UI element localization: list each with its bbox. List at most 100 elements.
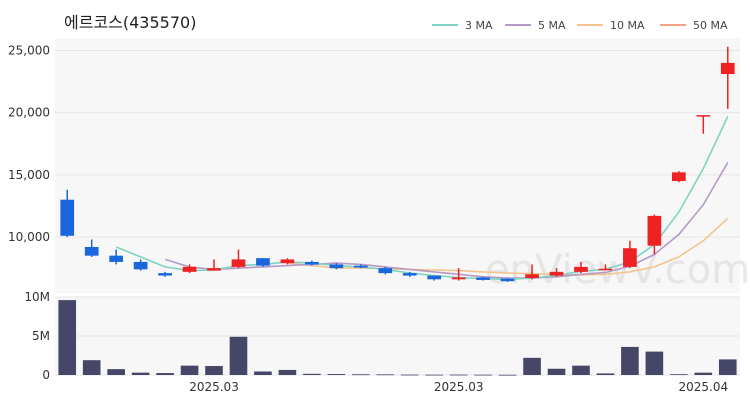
candle bbox=[133, 259, 148, 271]
volume-bar bbox=[327, 374, 346, 375]
candle bbox=[500, 278, 515, 282]
candle-body bbox=[182, 266, 197, 272]
candle bbox=[623, 240, 637, 269]
candle-body bbox=[720, 62, 735, 75]
legend-label-50ma: 50 MA bbox=[693, 19, 728, 32]
candle bbox=[671, 171, 686, 183]
candle-body bbox=[696, 115, 711, 117]
volume-bar bbox=[229, 336, 248, 375]
candle-body bbox=[256, 258, 270, 266]
candle bbox=[378, 266, 393, 275]
price-tick-label: 15,000 bbox=[8, 168, 50, 182]
candle bbox=[427, 275, 442, 281]
legend-label-3ma: 3 MA bbox=[465, 19, 493, 32]
volume-tick-label: 5M bbox=[32, 329, 50, 343]
candle bbox=[647, 214, 662, 255]
volume-bar bbox=[425, 374, 444, 376]
volume-bar bbox=[254, 371, 272, 375]
price-tick-label: 25,000 bbox=[8, 43, 50, 57]
candle bbox=[574, 261, 588, 274]
candle-body bbox=[84, 246, 99, 256]
candle-body bbox=[525, 274, 539, 279]
candle bbox=[109, 249, 124, 265]
candle bbox=[525, 264, 539, 280]
volume-bar bbox=[547, 368, 566, 375]
candle-body bbox=[133, 261, 148, 270]
volume-bars bbox=[58, 300, 737, 376]
candle bbox=[158, 271, 172, 277]
candle-body bbox=[329, 264, 344, 269]
candle bbox=[451, 268, 466, 281]
candle bbox=[549, 268, 564, 277]
volume-bar bbox=[449, 374, 468, 376]
candle bbox=[598, 264, 613, 271]
candle-body bbox=[60, 199, 75, 236]
candle bbox=[182, 264, 197, 274]
candle-body bbox=[158, 273, 172, 276]
x-tick-label: 2025.03 bbox=[434, 380, 484, 394]
volume-bar bbox=[107, 369, 125, 375]
price-tick-label: 20,000 bbox=[8, 106, 50, 120]
candlesticks bbox=[60, 46, 735, 282]
volume-tick-label: 10M bbox=[24, 290, 50, 304]
volume-bar bbox=[205, 366, 223, 375]
volume-axis-ticks: 10M 5M 0 bbox=[24, 290, 50, 382]
candle bbox=[402, 271, 417, 277]
volume-bar bbox=[498, 374, 517, 376]
price-gridlines bbox=[55, 49, 740, 238]
volume-bar bbox=[645, 351, 664, 375]
candle bbox=[720, 46, 735, 109]
candle-body bbox=[378, 268, 393, 274]
legend-label-5ma: 5 MA bbox=[538, 19, 566, 32]
candle bbox=[84, 239, 99, 257]
candle bbox=[60, 189, 75, 238]
candle-body bbox=[207, 268, 221, 271]
x-tick-label: 2025.03 bbox=[189, 380, 239, 394]
candle bbox=[353, 264, 368, 269]
volume-bar bbox=[572, 365, 590, 375]
candle-body bbox=[231, 259, 246, 267]
volume-bar bbox=[156, 373, 174, 375]
volume-bar bbox=[694, 372, 713, 375]
volume-bar bbox=[670, 374, 688, 376]
candle-body bbox=[647, 215, 662, 246]
chart-title: 에르코스(435570) bbox=[64, 13, 196, 32]
candle-body bbox=[549, 271, 564, 276]
candle-body bbox=[623, 248, 637, 267]
candle-body bbox=[280, 259, 295, 264]
candle-body bbox=[427, 275, 442, 280]
candle-body bbox=[353, 265, 368, 268]
candle-body bbox=[109, 255, 124, 262]
volume-bar bbox=[131, 372, 150, 375]
price-tick-label: 10,000 bbox=[8, 230, 50, 244]
candle bbox=[256, 258, 270, 267]
candle bbox=[207, 259, 221, 271]
candle-body bbox=[598, 268, 613, 271]
volume-bar bbox=[400, 374, 419, 376]
volume-bar bbox=[58, 300, 77, 375]
candle-body bbox=[451, 277, 466, 280]
candle-body bbox=[671, 172, 686, 182]
price-axis-ticks: 25,000 20,000 15,000 10,000 bbox=[8, 43, 50, 244]
volume-bar bbox=[474, 374, 492, 376]
volume-bar bbox=[278, 369, 297, 375]
volume-tick-label: 0 bbox=[42, 368, 50, 382]
volume-bar bbox=[596, 373, 615, 375]
x-tick-label: 2025.04 bbox=[678, 380, 728, 394]
candle-body bbox=[574, 266, 588, 272]
candle bbox=[231, 249, 246, 269]
volume-bar bbox=[718, 359, 737, 375]
candle bbox=[329, 263, 344, 270]
legend-label-10ma: 10 MA bbox=[610, 19, 645, 32]
volume-bar bbox=[82, 360, 101, 375]
volume-bar bbox=[621, 346, 639, 375]
x-axis-labels: 2025.03 2025.03 2025.04 bbox=[189, 380, 728, 394]
candle bbox=[305, 260, 319, 266]
volume-bar bbox=[303, 373, 321, 375]
candle bbox=[476, 276, 490, 281]
legend: 3 MA 5 MA 10 MA 50 MA bbox=[432, 19, 728, 32]
candle-body bbox=[476, 277, 490, 280]
candle bbox=[280, 258, 295, 265]
volume-bar bbox=[180, 365, 199, 375]
